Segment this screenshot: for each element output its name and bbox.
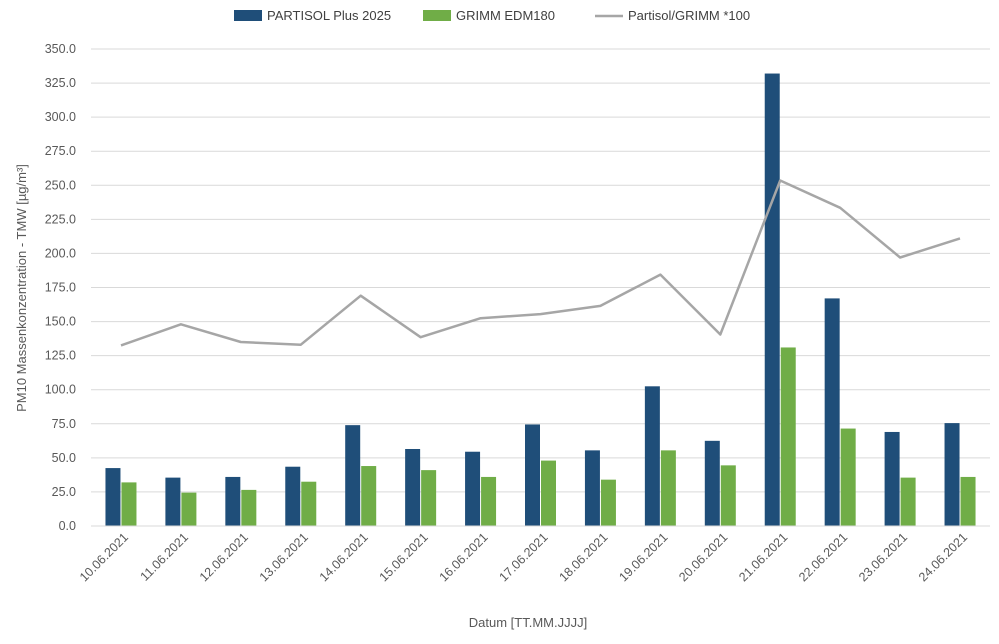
legend-label-grimm: GRIMM EDM180 [456,8,555,23]
bar-partisol [764,73,780,526]
bar-partisol [465,451,481,526]
y-tick-labels: 0.0 25.0 50.0 75.0 100.0 125.0 150.0 175.0 200.0… [45,42,76,533]
bar-grimm [900,477,916,526]
line-ratio [120,179,961,347]
y-tick-label: 250.0 [45,178,76,192]
y-tick-label: 50.0 [52,451,76,465]
x-tick-label: 15.06.2021 [377,530,431,584]
x-tick-labels: 10.06.2021 11.06.2021 12.06.2021 13.06.2021… [77,530,970,584]
bar-grimm [960,476,976,526]
bar-grimm [301,481,317,526]
bar-grimm [600,479,616,526]
y-tick-label: 0.0 [59,519,76,533]
bar-partisol [285,466,301,526]
bar-grimm [361,466,377,526]
x-tick-label: 19.06.2021 [616,530,670,584]
bar-partisol [105,468,121,526]
bar-grimm [780,347,796,526]
bar-grimm [181,492,197,526]
x-axis-title: Datum [TT.MM.JJJJ] [469,615,587,630]
x-tick-label: 18.06.2021 [556,530,610,584]
bar-grimm [541,460,556,526]
y-tick-label: 325.0 [45,76,76,90]
legend: PARTISOL Plus 2025 GRIMM EDM180 Partisol… [234,8,750,23]
ratio-line [120,179,961,347]
y-tick-label: 300.0 [45,110,76,124]
bars [105,73,976,526]
x-tick-label: 12.06.2021 [197,530,251,584]
y-tick-label: 200.0 [45,246,76,260]
legend-swatch-grimm [423,10,451,21]
y-tick-label: 175.0 [45,281,76,295]
gridlines [91,48,990,493]
legend-label-ratio: Partisol/GRIMM *100 [628,8,750,23]
bar-partisol [944,423,960,526]
bar-grimm [660,450,676,526]
bar-grimm [720,465,736,526]
y-tick-label: 75.0 [52,417,76,431]
y-tick-label: 25.0 [52,485,76,499]
x-tick-label: 17.06.2021 [496,530,550,584]
bar-partisol [824,298,840,526]
bar-partisol [644,386,660,526]
bar-partisol [405,448,421,526]
bar-grimm [241,489,257,526]
y-tick-label: 350.0 [45,42,76,56]
y-tick-label: 100.0 [45,383,76,397]
bar-partisol [704,440,720,526]
x-tick-label: 20.06.2021 [676,530,730,584]
x-tick-label: 10.06.2021 [77,530,131,584]
x-tick-label: 23.06.2021 [856,530,910,584]
bar-partisol [345,425,361,526]
x-tick-label: 16.06.2021 [437,530,491,584]
bar-partisol [584,450,600,526]
bar-grimm [840,428,856,526]
x-tick-label: 21.06.2021 [736,530,790,584]
legend-label-partisol: PARTISOL Plus 2025 [267,8,391,23]
bar-grimm [481,476,497,526]
y-axis-title: PM10 Massenkonzentration - TMW [µg/m³] [14,164,29,412]
x-tick-label: 24.06.2021 [916,530,970,584]
bar-partisol [525,424,540,526]
y-tick-label: 150.0 [45,315,76,329]
x-tick-label: 13.06.2021 [257,530,311,584]
legend-swatch-partisol [234,10,262,21]
bar-grimm [421,470,437,526]
x-tick-label: 22.06.2021 [796,530,850,584]
bar-partisol [225,476,241,526]
bar-partisol [165,477,181,526]
x-tick-label: 11.06.2021 [138,530,192,584]
y-tick-label: 125.0 [45,349,76,363]
y-tick-label: 275.0 [45,144,76,158]
x-tick-label: 14.06.2021 [317,530,371,584]
y-tick-label: 225.0 [45,212,76,226]
bar-grimm [121,482,137,526]
bar-partisol [884,431,900,526]
